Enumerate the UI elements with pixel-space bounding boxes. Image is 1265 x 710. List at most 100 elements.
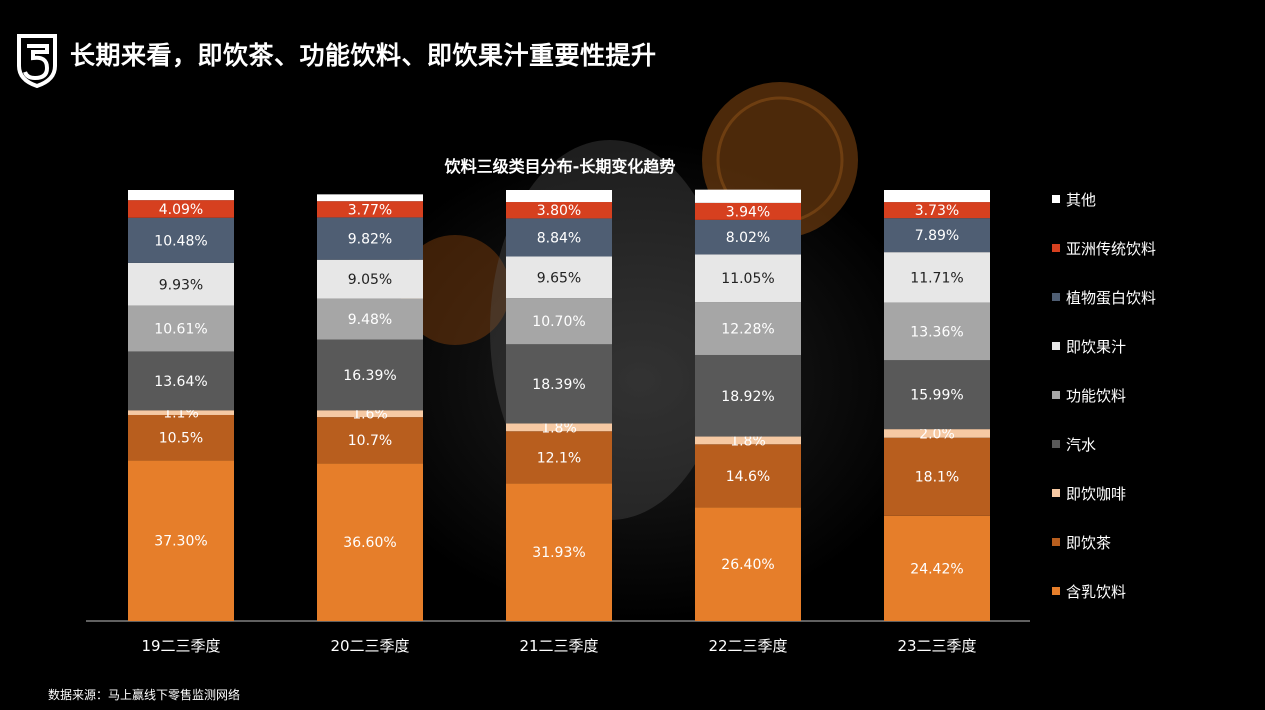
data-label-7-2: 3.80% xyxy=(537,203,581,219)
bar-segment-8-3 xyxy=(695,189,801,203)
legend-label: 汽水 xyxy=(1066,435,1097,454)
data-label-6-2: 8.84% xyxy=(537,230,581,246)
data-label-6-3: 8.02% xyxy=(726,230,770,246)
legend-label: 亚洲传统饮料 xyxy=(1066,239,1157,258)
x-tick-label: 22二三季度 xyxy=(708,637,787,655)
data-label-1-0: 10.5% xyxy=(159,431,203,447)
bar-segment-5-3 xyxy=(695,254,801,303)
x-tick-label: 20二三季度 xyxy=(330,637,409,655)
legend-label: 功能饮料 xyxy=(1066,386,1127,405)
bar-segment-6-0 xyxy=(128,217,234,263)
bar-segment-0-4 xyxy=(884,515,990,621)
bar-segment-6-2 xyxy=(506,218,612,257)
data-label-4-3: 12.28% xyxy=(721,322,774,338)
data-label-0-4: 24.42% xyxy=(910,561,963,577)
bar-segment-8-4 xyxy=(884,190,990,203)
legend-swatch xyxy=(1052,391,1060,399)
bar-segment-0-3 xyxy=(695,507,801,621)
legend-label: 即饮茶 xyxy=(1066,533,1112,552)
legend-swatch xyxy=(1052,587,1060,595)
bar-segment-1-0 xyxy=(128,414,234,461)
bar-segment-0-0 xyxy=(128,460,234,621)
bar-segment-5-2 xyxy=(506,256,612,299)
bar-segment-6-4 xyxy=(884,218,990,253)
data-label-1-1: 10.7% xyxy=(348,433,392,449)
chart-title: 饮料三级类目分布-长期变化趋势 xyxy=(444,157,676,176)
data-label-7-0: 4.09% xyxy=(159,202,203,218)
bar-segment-7-2 xyxy=(506,202,612,219)
legend-label: 植物蛋白饮料 xyxy=(1066,288,1157,307)
bar-segment-2-3 xyxy=(695,436,801,445)
data-source-note: 数据来源：马上赢线下零售监测网络 xyxy=(48,688,241,702)
legend-label: 即饮咖啡 xyxy=(1066,484,1127,503)
legend-item: 即饮咖啡 xyxy=(1052,482,1126,504)
data-label-1-2: 12.1% xyxy=(537,450,581,466)
data-label-5-0: 9.93% xyxy=(159,277,203,293)
legend-swatch xyxy=(1052,440,1060,448)
data-label-3-3: 18.92% xyxy=(721,389,774,405)
bar-segment-7-4 xyxy=(884,202,990,219)
bar-segment-4-0 xyxy=(128,305,234,352)
legend-item: 植物蛋白饮料 xyxy=(1052,286,1156,308)
bar-segment-4-3 xyxy=(695,302,801,355)
data-label-2-3: 1.8% xyxy=(730,433,766,449)
data-label-5-1: 9.05% xyxy=(348,272,392,288)
bar-segment-4-2 xyxy=(506,298,612,345)
legend-swatch xyxy=(1052,195,1060,203)
bar-segment-1-2 xyxy=(506,431,612,484)
bar-segment-5-4 xyxy=(884,252,990,303)
legend-item: 即饮果汁 xyxy=(1052,335,1126,357)
bar-segment-3-1 xyxy=(317,339,423,411)
legend-swatch xyxy=(1052,244,1060,252)
data-label-6-4: 7.89% xyxy=(915,228,959,244)
bar-segment-6-1 xyxy=(317,217,423,260)
bar-segment-0-1 xyxy=(317,463,423,621)
data-label-1-3: 14.6% xyxy=(726,469,770,485)
data-label-0-0: 37.30% xyxy=(154,534,207,550)
bar-segment-5-0 xyxy=(128,262,234,306)
bar-segment-8-1 xyxy=(317,194,423,202)
x-tick-label: 19二三季度 xyxy=(141,637,220,655)
data-label-6-1: 9.82% xyxy=(348,232,392,248)
legend-item: 即饮茶 xyxy=(1052,531,1111,553)
data-label-3-2: 18.39% xyxy=(532,377,585,393)
data-label-2-4: 2.0% xyxy=(919,426,955,442)
bar-segment-1-1 xyxy=(317,417,423,464)
data-label-3-4: 15.99% xyxy=(910,388,963,404)
data-label-3-1: 16.39% xyxy=(343,368,396,384)
data-label-5-3: 11.05% xyxy=(721,271,774,287)
legend-item: 汽水 xyxy=(1052,433,1096,455)
bar-segment-3-0 xyxy=(128,351,234,411)
legend-label: 含乳饮料 xyxy=(1066,582,1127,601)
data-label-5-2: 9.65% xyxy=(537,270,581,286)
bar-segment-2-0 xyxy=(128,410,234,415)
data-label-4-1: 9.48% xyxy=(348,312,392,328)
data-label-4-2: 10.70% xyxy=(532,314,585,330)
data-label-4-4: 13.36% xyxy=(910,324,963,340)
bar-segment-1-4 xyxy=(884,437,990,516)
data-label-2-2: 1.8% xyxy=(541,420,577,436)
bar-segment-3-4 xyxy=(884,360,990,430)
legend-swatch xyxy=(1052,342,1060,350)
legend-swatch xyxy=(1052,538,1060,546)
data-label-0-3: 26.40% xyxy=(721,557,774,573)
bar-segment-3-2 xyxy=(506,344,612,424)
legend-item: 亚洲传统饮料 xyxy=(1052,237,1156,259)
x-tick-label: 23二三季度 xyxy=(897,637,976,655)
bar-segment-2-1 xyxy=(317,410,423,418)
data-label-4-0: 10.61% xyxy=(154,322,207,338)
bar-segment-2-4 xyxy=(884,429,990,438)
bar-segment-7-1 xyxy=(317,201,423,218)
data-label-3-0: 13.64% xyxy=(154,374,207,390)
data-label-0-2: 31.93% xyxy=(532,545,585,561)
bar-segment-7-0 xyxy=(128,200,234,218)
x-tick-label: 21二三季度 xyxy=(519,637,598,655)
bar-segment-4-4 xyxy=(884,302,990,361)
data-label-6-0: 10.48% xyxy=(154,233,207,249)
bar-segment-8-2 xyxy=(506,190,612,203)
legend-swatch xyxy=(1052,293,1060,301)
legend-label: 其他 xyxy=(1066,190,1097,209)
bar-segment-1-3 xyxy=(695,444,801,508)
data-label-7-1: 3.77% xyxy=(348,202,392,218)
